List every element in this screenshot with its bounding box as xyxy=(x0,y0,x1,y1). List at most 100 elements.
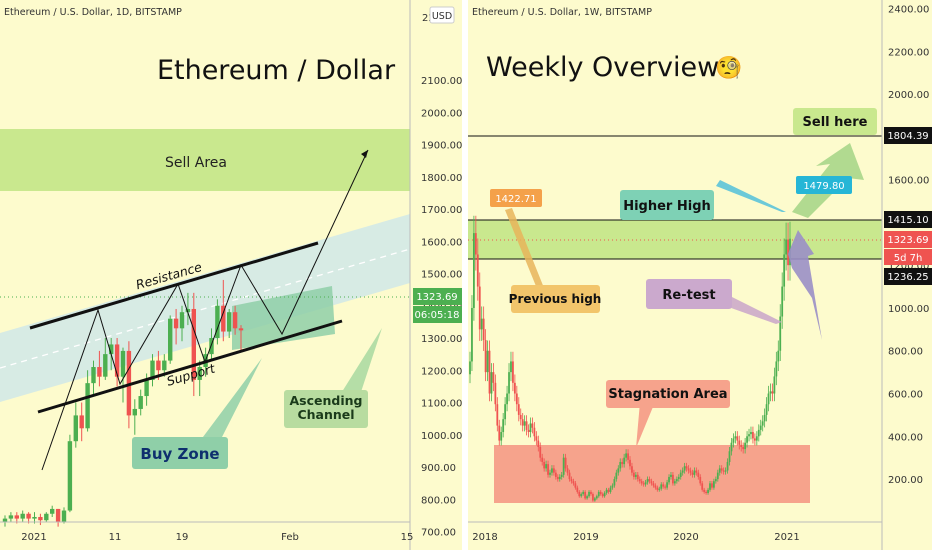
weekly-candle-body xyxy=(510,361,512,373)
weekly-candle-body xyxy=(746,436,748,443)
currency-button[interactable] xyxy=(429,6,455,24)
weekly-candle-body xyxy=(619,461,622,469)
candle-body xyxy=(73,415,78,442)
weekly-candle-body xyxy=(551,468,553,473)
left-price-tag-text: 1323.69 xyxy=(416,292,457,303)
left-price-tick: 900.00 xyxy=(421,463,456,474)
weekly-candle-body xyxy=(574,483,577,488)
candle-body xyxy=(232,312,238,329)
weekly-candle-body xyxy=(627,453,629,460)
weekly-candle-body xyxy=(607,489,610,492)
weekly-candle-body xyxy=(670,474,672,477)
weekly-candle-body xyxy=(755,436,758,441)
left-time-tick: 19 xyxy=(176,532,189,543)
weekly-candle-body xyxy=(687,468,690,471)
weekly-candle-body xyxy=(658,488,661,490)
weekly-candle-body xyxy=(633,472,635,477)
right-countdown-tag xyxy=(884,249,932,265)
weekly-candle-body xyxy=(519,414,522,420)
weekly-candle-body xyxy=(549,472,551,475)
weekly-candle-body xyxy=(697,472,700,477)
re-test-box xyxy=(646,279,732,309)
zone-top-price-tag xyxy=(884,211,932,228)
weekly-candle-body xyxy=(597,491,600,497)
weekly-candle-body xyxy=(718,468,721,473)
weekly-candle-body xyxy=(767,393,770,405)
weekly-candle-body xyxy=(757,429,760,437)
weekly-candle-body xyxy=(482,318,485,341)
weekly-candle-body xyxy=(543,461,546,469)
higher-high-pointer xyxy=(716,180,786,212)
weekly-candle-body xyxy=(480,318,483,330)
left-time-tick: Feb xyxy=(281,532,299,543)
weekly-candle-body xyxy=(785,239,787,255)
weekly-candle-body xyxy=(478,286,481,330)
weekly-candle-body xyxy=(584,491,587,499)
stagnation-pointer xyxy=(636,402,655,448)
weekly-candle-body xyxy=(553,468,555,473)
weekly-candle-body xyxy=(494,382,497,405)
candle-body xyxy=(185,308,191,313)
weekly-candle-body xyxy=(672,474,674,484)
left-price-tick: 1700.00 xyxy=(421,205,462,216)
weekly-candle-body xyxy=(753,438,756,441)
resistance-zone xyxy=(468,220,882,259)
candle-body xyxy=(55,508,61,522)
weekly-candle-body xyxy=(695,470,698,473)
weekly-candle-body xyxy=(545,464,547,469)
weekly-candle-body xyxy=(744,442,747,450)
weekly-candle-body xyxy=(506,393,508,405)
left-symbol-title: Ethereum / U.S. Dollar, 1D, BITSTAMP xyxy=(4,7,182,18)
left-price-tick: 1000.00 xyxy=(421,431,462,442)
weekly-candle-body xyxy=(554,472,557,477)
previous-high-box xyxy=(511,285,600,313)
weekly-candle-body xyxy=(728,451,731,462)
weekly-candle-body xyxy=(601,494,604,497)
weekly-candle-body xyxy=(578,491,581,497)
left-price-tick: 1500.00 xyxy=(421,270,462,281)
weekly-candle-body xyxy=(490,372,493,394)
thinking-face-emoji: 🧐 xyxy=(715,55,742,81)
weekly-candle-body xyxy=(705,491,707,493)
stagnation-label: Stagnation Area xyxy=(608,387,727,402)
weekly-candle-body xyxy=(537,440,540,447)
left-price-tick: 1600.00 xyxy=(421,237,462,248)
weekly-candle-body xyxy=(703,489,706,492)
weekly-candle-body xyxy=(535,436,538,441)
weekly-candle-body xyxy=(541,457,544,462)
weekly-candle-body xyxy=(500,432,503,441)
weekly-candle-body xyxy=(556,476,559,480)
weekly-candle-body xyxy=(517,404,520,415)
left-price-tick: 700.00 xyxy=(421,528,456,539)
weekly-candle-body xyxy=(644,482,647,485)
new-high-price-text: 1479.80 xyxy=(803,181,844,192)
weekly-candle-body xyxy=(683,466,686,471)
right-price-tick: 2400.00 xyxy=(888,5,929,16)
candle-body xyxy=(173,318,179,329)
weekly-candle-body xyxy=(471,307,473,362)
weekly-candle-body xyxy=(666,482,668,488)
candle-body xyxy=(156,360,161,371)
weekly-candle-body xyxy=(473,233,475,308)
weekly-candle-body xyxy=(623,457,626,465)
left-price-tick: 1200.00 xyxy=(421,366,462,377)
weekly-chart-panel: Ethereum / U.S. Dollar, 1W, BITSTAMP Wee… xyxy=(468,0,932,550)
zone-top-price-text: 1415.10 xyxy=(887,215,928,226)
candle-body xyxy=(61,510,67,522)
weekly-candle-body xyxy=(679,472,682,477)
weekly-candle-body xyxy=(636,474,639,480)
buy-zone-area xyxy=(232,286,335,350)
weekly-candle-body xyxy=(513,382,516,394)
weekly-candle-body xyxy=(691,472,694,475)
projected-path-arrowhead xyxy=(361,150,368,158)
weekly-candle-body xyxy=(685,466,688,469)
weekly-candle-body xyxy=(656,487,659,490)
weekly-candle-body xyxy=(640,481,643,484)
weekly-candle-body xyxy=(631,466,633,473)
weekly-candle-body xyxy=(779,316,782,351)
sell-target-price-text: 1804.39 xyxy=(887,131,928,142)
weekly-candle-body xyxy=(732,438,735,443)
candle-body xyxy=(20,513,25,519)
right-price-tick: 600.00 xyxy=(888,390,923,401)
